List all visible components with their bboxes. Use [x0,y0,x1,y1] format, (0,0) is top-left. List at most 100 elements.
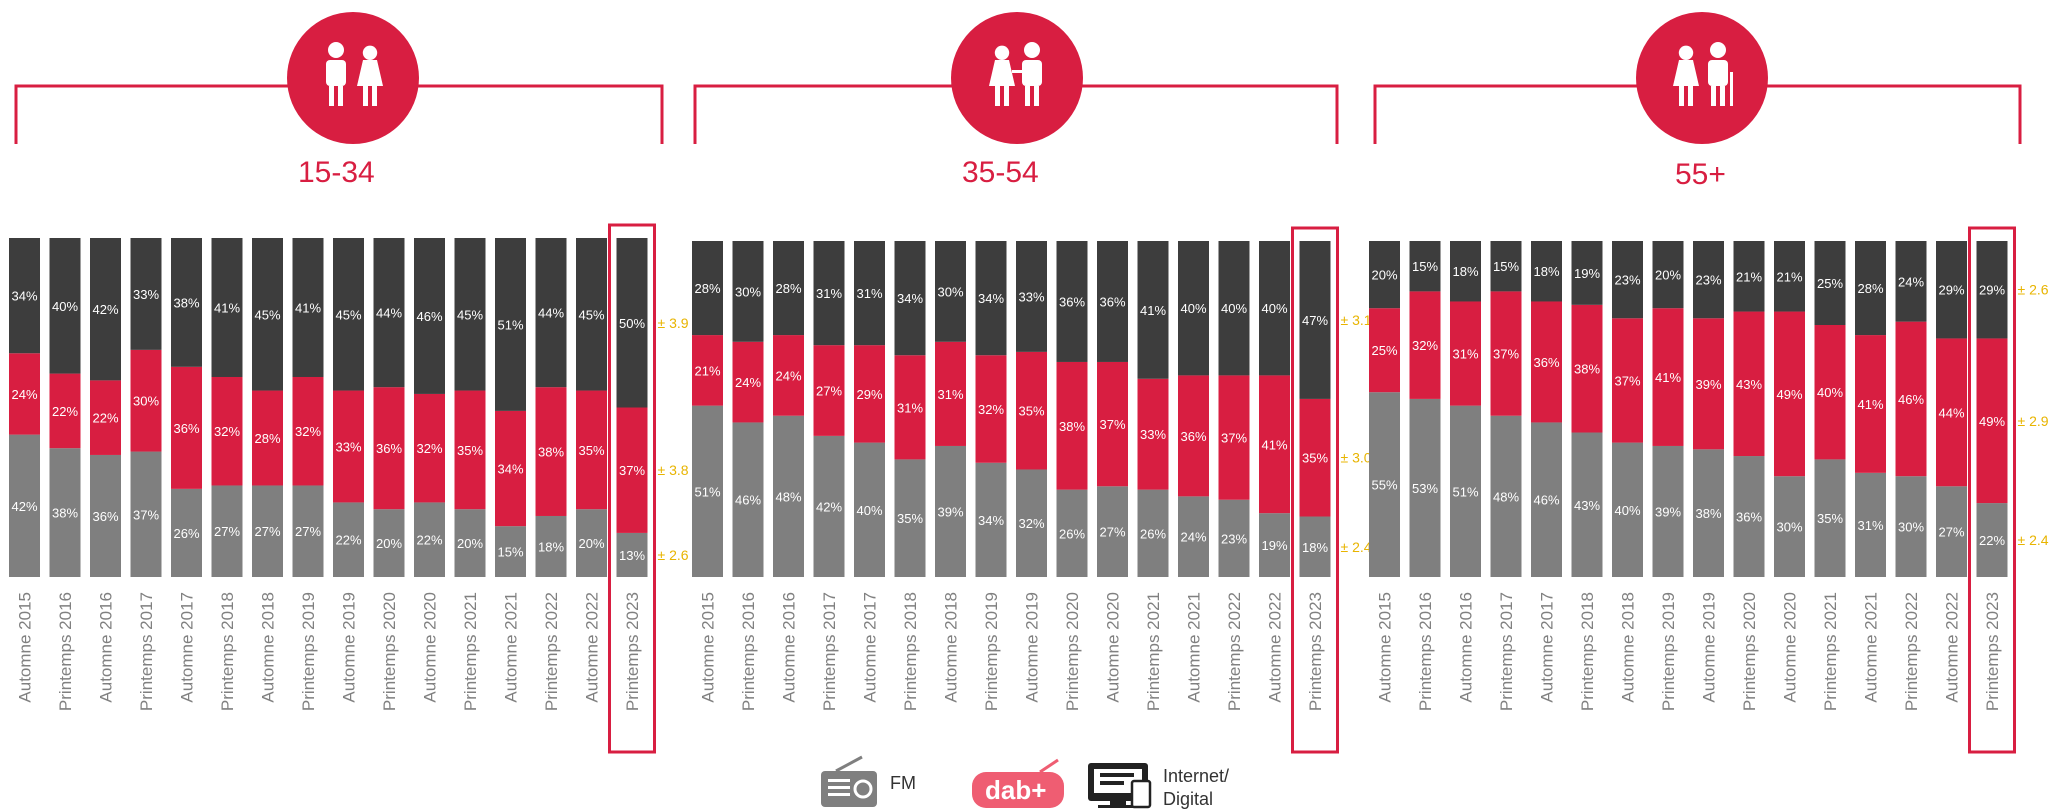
data-label: 53% [1412,481,1438,496]
x-tick-label: Automne 2022 [583,592,602,703]
bar-segment-fm [894,459,926,577]
data-label: 40% [52,299,78,314]
bar-segment-dab [1369,308,1400,393]
x-tick-label: Printemps 2020 [1740,592,1759,711]
bar-stack: 27% 44% 29% [1936,241,1967,577]
data-label: 37% [1614,373,1640,388]
bar-segment-dab [1218,375,1250,500]
x-tick-label: Printemps 2020 [1063,592,1082,711]
bar-stack: 53% 32% 15% [1409,241,1441,577]
bar-stack: 18% 38% 44% [535,238,567,577]
data-label: 36% [1533,355,1559,370]
legend-item-fm: FM [821,755,916,807]
x-tick-label: Printemps 2020 [380,592,399,711]
bar-segment-dab [1409,291,1441,399]
x-tick-label: Automne 2016 [1457,592,1476,703]
bar-stack: 18% 35% 47% [1299,241,1331,577]
x-tick-label: Automne 2018 [942,592,961,703]
bar-segment-fm [975,462,1007,577]
dab-logo-icon: dab+ [972,758,1064,808]
margin-of-error-label: ± 2.9 [2018,413,2049,429]
data-label: 38% [1574,362,1600,377]
bar-segment-dab [130,349,162,452]
bar-segment-internet [1369,241,1400,309]
data-label: 39% [1655,504,1681,519]
bar-segment-dab [1137,378,1169,490]
bar-segment-dab [1259,375,1290,514]
legend-label-fm: FM [890,773,916,793]
bar-stack: 48% 37% 15% [1490,241,1522,577]
bar-segment-fm [292,485,324,577]
data-label: 18% [1302,540,1328,555]
data-label: 49% [1979,414,2005,429]
data-label: 36% [1059,294,1085,309]
data-label: 41% [1261,437,1287,452]
legend-item-dab: dab+ [972,758,1064,808]
bar-segment-fm [1137,489,1169,577]
bar-segment-fm [1490,415,1522,577]
x-tick-label: Automne 2020 [421,592,440,703]
group-badge [1636,12,1768,144]
bar-segment-fm [1814,459,1846,577]
data-label: 31% [856,286,882,301]
data-label: 51% [1452,484,1478,499]
x-tick-label: Printemps 2016 [739,592,758,711]
x-tick-label: Printemps 2023 [1306,592,1325,711]
bar-segment-internet [692,241,723,336]
bar-stack: 26% 38% 36% [1056,241,1088,577]
data-label: 18% [1533,264,1559,279]
bar-segment-internet [414,238,445,394]
margin-of-error-label: ± 3.8 [658,462,689,478]
bar-segment-fm [1733,456,1765,577]
bar-segment-dab [535,387,567,516]
data-label: 18% [538,539,564,554]
data-label: 21% [694,363,720,378]
bar-segment-internet [1531,241,1562,302]
bar-stack: 37% 30% 33% [130,238,162,577]
data-label: 30% [133,394,159,409]
data-label: 38% [538,445,564,460]
data-label: 27% [295,524,321,539]
bar-segment-fm [1936,486,1967,577]
bar-stack: 46% 36% 18% [1531,241,1562,577]
x-tick-label: Printemps 2019 [299,592,318,711]
bar-segment-internet [1137,241,1169,379]
data-label: 35% [1817,511,1843,526]
data-label: 19% [1261,538,1287,553]
data-label: 26% [173,526,199,541]
bar-segment-internet [1612,241,1643,319]
data-label: 48% [1493,489,1519,504]
bar-stack: 51% 21% 28% [692,241,723,577]
bar-stack: 32% 35% 33% [1016,241,1047,577]
bar-segment-fm [454,509,486,577]
x-tick-label: Printemps 2018 [901,592,920,711]
data-label: 46% [1898,392,1924,407]
bar-segment-dab [1936,338,1967,487]
computer-icon [1088,763,1152,809]
bar-segment-internet [975,241,1007,356]
bar-stack: 23% 37% 40% [1218,241,1250,577]
data-label: 45% [578,307,604,322]
data-label: 38% [1059,419,1085,434]
x-tick-label: Automne 2018 [1619,592,1638,703]
data-label: 48% [775,489,801,504]
x-tick-label: Automne 2021 [1862,592,1881,703]
data-label: 24% [11,387,37,402]
bar-stack: 19% 41% 40% [1259,241,1290,577]
bar-segment-internet [1571,241,1603,305]
bar-segment-fm [1895,476,1927,577]
bar-segment-internet [1814,241,1846,325]
bar-segment-fm [1259,513,1290,577]
bar-segment-internet [773,241,804,336]
margin-of-error-label: ± 2.4 [1341,539,1372,555]
data-label: 35% [1018,404,1044,419]
bar-stack: 36% 22% 42% [90,238,121,577]
data-label: 23% [1614,273,1640,288]
bar-segment-dab [333,390,364,503]
data-label: 39% [1695,377,1721,392]
data-label: 49% [1776,387,1802,402]
data-label: 46% [735,493,761,508]
bar-segment-dab [49,373,81,449]
bar-stack: 36% 43% 21% [1733,241,1765,577]
